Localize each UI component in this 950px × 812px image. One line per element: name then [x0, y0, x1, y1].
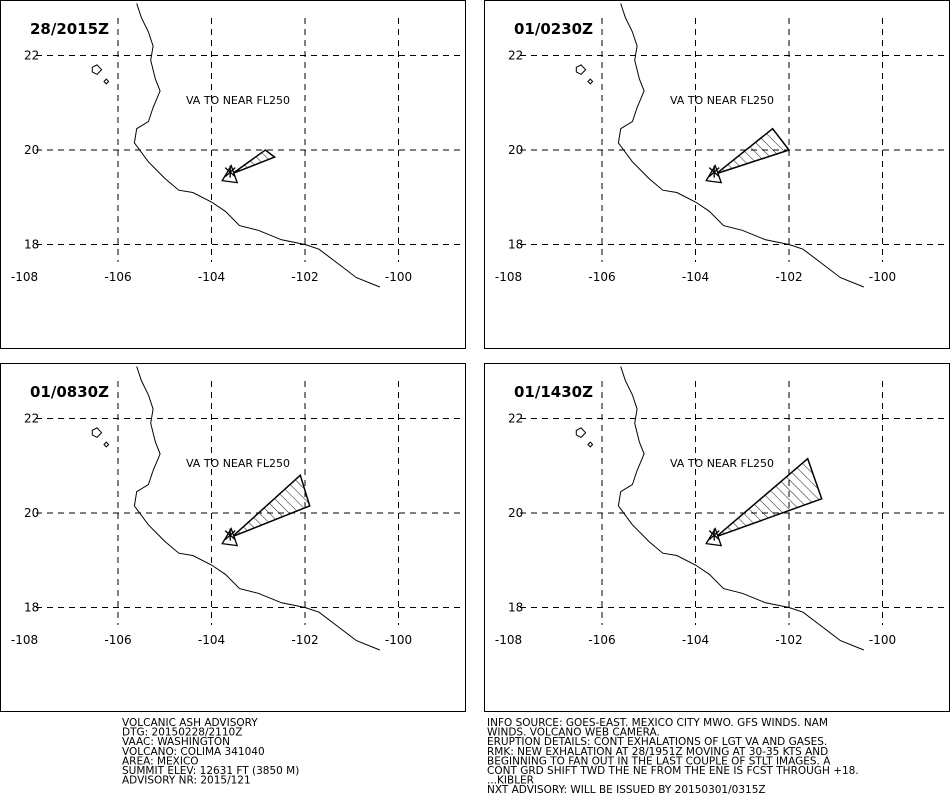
longitude-label: -100 — [385, 270, 412, 284]
map-panel: 22 20 18 -108 -106 -104 -102 -100 01/1430Z VA TO … — [484, 363, 950, 712]
advisory-header-line: ADVISORY NR: 2015/121 — [122, 775, 251, 787]
longitude-label: -104 — [198, 270, 225, 284]
longitude-label: -106 — [588, 633, 615, 647]
longitude-label: -108 — [495, 270, 522, 284]
latitude-label: 20 — [508, 143, 523, 157]
advisory-remarks-line: NXT ADVISORY: WILL BE ISSUED BY 20150301… — [487, 784, 766, 796]
latitude-label: 20 — [24, 506, 39, 520]
panel-time-label: 01/0830Z — [30, 383, 109, 401]
latitude-label: 22 — [24, 49, 39, 63]
advisory-remarks-line: ...KIBLER — [487, 775, 534, 787]
volcano-star-icon — [224, 165, 236, 178]
island — [575, 64, 587, 76]
panel-time-label: 01/0230Z — [514, 20, 593, 38]
island — [91, 64, 103, 76]
longitude-label: -102 — [291, 270, 318, 284]
longitude-label: -100 — [385, 633, 412, 647]
panel-time-label: 01/1430Z — [514, 383, 593, 401]
latitude-label: 18 — [508, 601, 523, 615]
ash-height-label: VA TO NEAR FL250 — [670, 94, 774, 107]
coastline — [617, 3, 864, 288]
advisory-remarks-line: BEGINNING TO FAN OUT IN THE LAST COUPLE … — [487, 755, 831, 767]
advisory-header-line: DTG: 20150228/2110Z — [122, 727, 242, 739]
advisory-remarks-line: WINDS. VOLCANO WEB CAMERA. — [487, 727, 660, 739]
longitude-label: -100 — [869, 633, 896, 647]
ash-plume-area — [716, 457, 823, 538]
map-panel: 22 20 18 -108 -106 -104 -102 -100 01/0230Z VA TO … — [484, 0, 950, 349]
advisory-remarks-line: CONT GRD SHIFT TWD THE NE FROM THE ENE I… — [487, 765, 859, 777]
advisory-remarks-line: ERUPTION DETAILS: CONT EXHALATIONS OF LG… — [487, 736, 827, 748]
advisory-header-line: VAAC: WASHINGTON — [122, 736, 230, 748]
longitude-label: -106 — [104, 270, 131, 284]
advisory-header-line: VOLCANO: COLIMA 341040 — [122, 746, 265, 758]
volcano-star-icon — [708, 165, 720, 178]
latitude-label: 18 — [508, 238, 523, 252]
ash-height-label: VA TO NEAR FL250 — [186, 94, 290, 107]
ash-plume-area — [232, 149, 277, 175]
advisory-remarks-line: RMK: NEW EXHALATION AT 28/1951Z MOVING A… — [487, 746, 828, 758]
advisory-header-line: VOLCANIC ASH ADVISORY — [122, 717, 258, 729]
ash-height-label: VA TO NEAR FL250 — [186, 457, 290, 470]
ash-plume-area — [716, 127, 791, 175]
longitude-label: -102 — [775, 270, 802, 284]
longitude-label: -104 — [682, 633, 709, 647]
latitude-label: 18 — [24, 238, 39, 252]
island — [575, 427, 587, 439]
longitude-label: -106 — [588, 270, 615, 284]
volcano-star-icon — [224, 528, 236, 541]
island — [103, 78, 110, 85]
volcano-star-icon — [708, 528, 720, 541]
map-panel: 22 20 18 -108 -106 -104 -102 -100 28/2015Z VA TO … — [0, 0, 466, 349]
island — [587, 78, 594, 85]
island — [587, 441, 594, 448]
island — [103, 441, 110, 448]
ash-height-label: VA TO NEAR FL250 — [670, 457, 774, 470]
longitude-label: -106 — [104, 633, 131, 647]
latitude-label: 22 — [508, 49, 523, 63]
advisory-remarks-line: INFO SOURCE: GOES-EAST. MEXICO CITY MWO.… — [487, 717, 828, 729]
advisory-header-line: SUMMIT ELEV: 12631 FT (3850 M) — [122, 765, 299, 777]
latitude-label: 20 — [24, 143, 39, 157]
island — [91, 427, 103, 439]
longitude-label: -102 — [775, 633, 802, 647]
ash-plume-area — [231, 473, 311, 538]
map-panel: 22 20 18 -108 -106 -104 -102 -100 01/0830Z VA TO … — [0, 363, 466, 712]
advisory-header-line: AREA: MEXICO — [122, 755, 199, 767]
longitude-label: -104 — [682, 270, 709, 284]
latitude-label: 22 — [508, 412, 523, 426]
longitude-label: -108 — [11, 270, 38, 284]
latitude-label: 22 — [24, 412, 39, 426]
latitude-label: 18 — [24, 601, 39, 615]
longitude-label: -108 — [495, 633, 522, 647]
panel-time-label: 28/2015Z — [30, 20, 109, 38]
longitude-label: -102 — [291, 633, 318, 647]
coastline — [133, 366, 380, 651]
latitude-label: 20 — [508, 506, 523, 520]
coastline — [133, 3, 380, 288]
coastline — [617, 366, 864, 651]
longitude-label: -108 — [11, 633, 38, 647]
longitude-label: -104 — [198, 633, 225, 647]
longitude-label: -100 — [869, 270, 896, 284]
